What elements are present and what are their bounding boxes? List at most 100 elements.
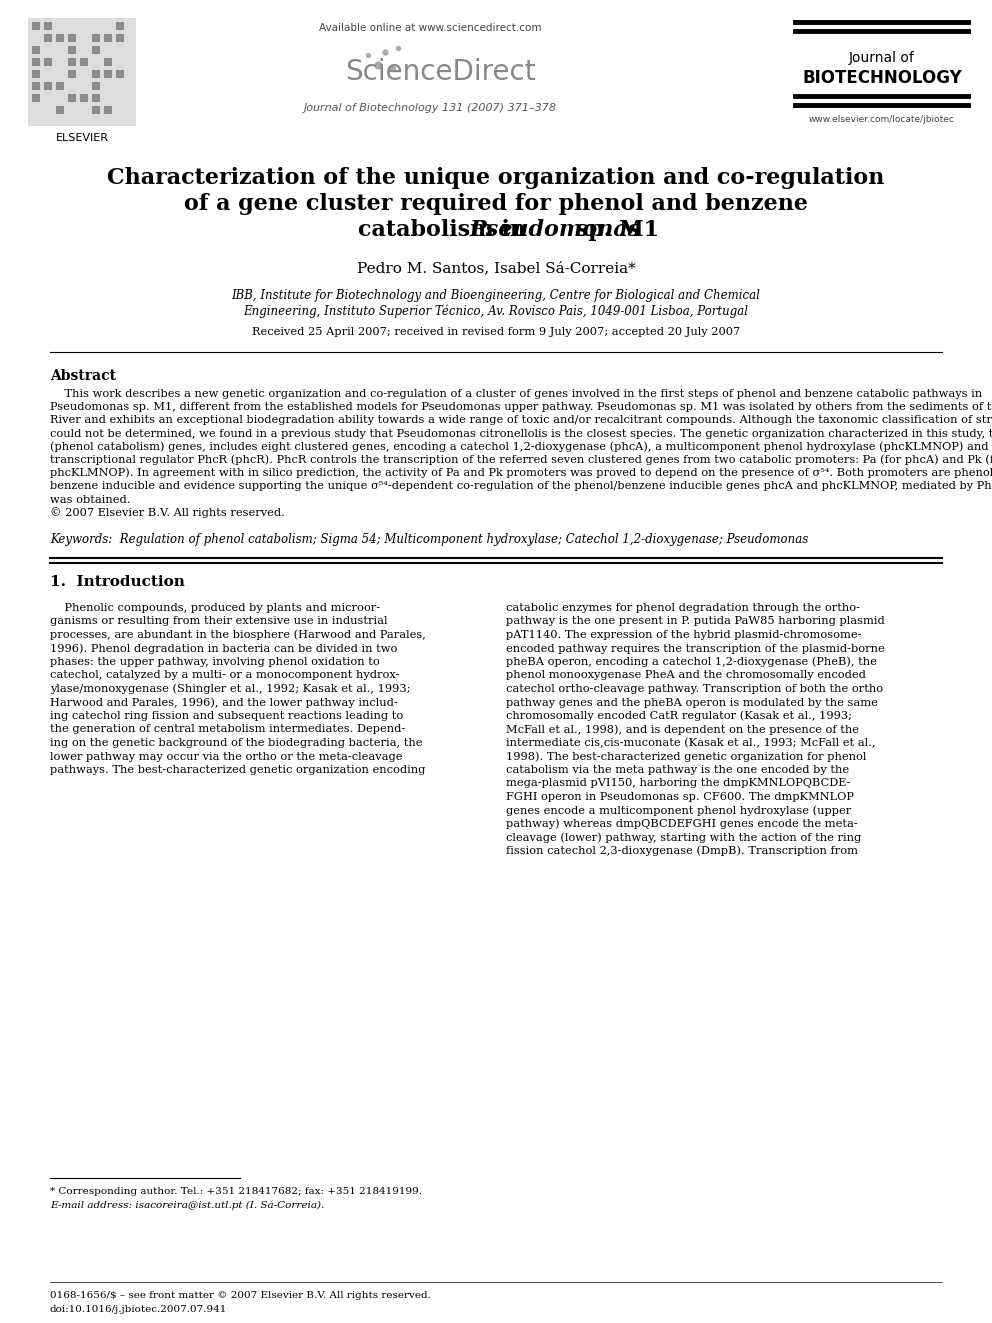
Text: lower pathway may occur via the ortho or the meta-cleavage: lower pathway may occur via the ortho or… [50, 751, 403, 762]
Text: catabolism in: catabolism in [358, 220, 534, 241]
Bar [80, 70, 88, 78]
Text: ing on the genetic background of the biodegrading bacteria, the: ing on the genetic background of the bio… [50, 738, 423, 747]
Text: ELSEVIER: ELSEVIER [56, 134, 108, 143]
Text: Pedro M. Santos, Isabel Sá-Correia*: Pedro M. Santos, Isabel Sá-Correia* [357, 261, 635, 275]
Text: phcKLMNOP). In agreement with in silico prediction, the activity of Pa and Pk pr: phcKLMNOP). In agreement with in silico … [50, 468, 992, 479]
Text: Available online at www.sciencedirect.com: Available online at www.sciencedirect.co… [318, 22, 542, 33]
Bar [32, 82, 40, 90]
Bar [44, 70, 52, 78]
Text: IBB, Institute for Biotechnology and Bioengineering, Centre for Biological and C: IBB, Institute for Biotechnology and Bio… [231, 290, 761, 303]
Text: Keywords:  Regulation of phenol catabolism; Sigma 54; Multicomponent hydroxylase: Keywords: Regulation of phenol catabolis… [50, 533, 808, 546]
Text: BIOTECHNOLOGY: BIOTECHNOLOGY [803, 69, 962, 87]
Text: Journal of Biotechnology 131 (2007) 371–378: Journal of Biotechnology 131 (2007) 371–… [304, 103, 557, 112]
Text: (phenol catabolism) genes, includes eight clustered genes, encoding a catechol 1: (phenol catabolism) genes, includes eigh… [50, 442, 992, 452]
Text: processes, are abundant in the biosphere (Harwood and Parales,: processes, are abundant in the biosphere… [50, 630, 426, 640]
Text: 1.  Introduction: 1. Introduction [50, 576, 185, 589]
Text: pathway is the one present in P. putida PaW85 harboring plasmid: pathway is the one present in P. putida … [506, 617, 885, 627]
Bar [44, 82, 52, 90]
Text: was obtained.: was obtained. [50, 495, 131, 504]
Bar [68, 94, 76, 102]
Text: intermediate cis,cis-muconate (Kasak et al., 1993; McFall et al.,: intermediate cis,cis-muconate (Kasak et … [506, 738, 876, 749]
Text: Pseudomonas: Pseudomonas [470, 220, 641, 241]
Bar [104, 34, 112, 42]
Text: pathways. The best-characterized genetic organization encoding: pathways. The best-characterized genetic… [50, 765, 426, 775]
Bar [44, 58, 52, 66]
Bar [68, 46, 76, 54]
Text: River and exhibits an exceptional biodegradation ability towards a wide range of: River and exhibits an exceptional biodeg… [50, 415, 992, 426]
Bar [80, 46, 88, 54]
Text: fission catechol 2,3-dioxygenase (DmpB). Transcription from: fission catechol 2,3-dioxygenase (DmpB).… [506, 845, 858, 856]
Text: ing catechol ring fission and subsequent reactions leading to: ing catechol ring fission and subsequent… [50, 710, 404, 721]
Bar [68, 106, 76, 114]
Bar [80, 82, 88, 90]
Bar [104, 70, 112, 78]
Text: Engineering, Instituto Superior Técnico, Av. Rovisco Pais, 1049-001 Lisboa, Port: Engineering, Instituto Superior Técnico,… [243, 304, 749, 318]
Text: of a gene cluster required for phenol and benzene: of a gene cluster required for phenol an… [184, 193, 808, 216]
Bar [80, 106, 88, 114]
Text: pheBA operon, encoding a catechol 1,2-dioxygenase (PheB), the: pheBA operon, encoding a catechol 1,2-di… [506, 656, 877, 667]
Text: pathway genes and the pheBA operon is modulated by the same: pathway genes and the pheBA operon is mo… [506, 697, 878, 708]
Text: phases: the upper pathway, involving phenol oxidation to: phases: the upper pathway, involving phe… [50, 658, 380, 667]
Bar [104, 82, 112, 90]
Text: benzene inducible and evidence supporting the unique σ⁵⁴-dependent co-regulation: benzene inducible and evidence supportin… [50, 482, 992, 491]
Text: cleavage (lower) pathway, starting with the action of the ring: cleavage (lower) pathway, starting with … [506, 832, 861, 843]
Bar [56, 106, 64, 114]
Bar [80, 22, 88, 30]
Text: phenol monooxygenase PheA and the chromosomally encoded: phenol monooxygenase PheA and the chromo… [506, 671, 866, 680]
Text: ScienceDirect: ScienceDirect [344, 58, 536, 86]
Text: mega-plasmid pVI150, harboring the dmpKMNLOPQBCDE-: mega-plasmid pVI150, harboring the dmpKM… [506, 778, 850, 789]
Text: Pseudomonas sp. M1, different from the established models for Pseudomonas upper : Pseudomonas sp. M1, different from the e… [50, 402, 992, 413]
Bar [44, 34, 52, 42]
Bar [56, 82, 64, 90]
Bar [56, 70, 64, 78]
Text: encoded pathway requires the transcription of the plasmid-borne: encoded pathway requires the transcripti… [506, 643, 885, 654]
Bar [92, 58, 100, 66]
Text: McFall et al., 1998), and is dependent on the presence of the: McFall et al., 1998), and is dependent o… [506, 724, 859, 734]
Text: catabolism via the meta pathway is the one encoded by the: catabolism via the meta pathway is the o… [506, 765, 849, 775]
Text: transcriptional regulator PhcR (phcR). PhcR controls the transcription of the re: transcriptional regulator PhcR (phcR). P… [50, 455, 992, 466]
Text: sp. M1: sp. M1 [568, 220, 659, 241]
Text: ylase/monoxygenase (Shingler et al., 1992; Kasak et al., 1993;: ylase/monoxygenase (Shingler et al., 199… [50, 684, 411, 695]
Bar [68, 58, 76, 66]
Text: doi:10.1016/j.jbiotec.2007.07.941: doi:10.1016/j.jbiotec.2007.07.941 [50, 1304, 227, 1314]
Text: chromosomally encoded CatR regulator (Kasak et al., 1993;: chromosomally encoded CatR regulator (Ka… [506, 710, 852, 721]
Bar [56, 94, 64, 102]
Text: 0168-1656/$ – see front matter © 2007 Elsevier B.V. All rights reserved.: 0168-1656/$ – see front matter © 2007 El… [50, 1291, 431, 1301]
Text: Phenolic compounds, produced by plants and microor-: Phenolic compounds, produced by plants a… [50, 603, 380, 613]
Text: pAT1140. The expression of the hybrid plasmid-chromosome-: pAT1140. The expression of the hybrid pl… [506, 630, 861, 640]
Bar [56, 58, 64, 66]
Text: Abstract: Abstract [50, 369, 116, 382]
Text: catechol ortho-cleavage pathway. Transcription of both the ortho: catechol ortho-cleavage pathway. Transcr… [506, 684, 883, 695]
Text: pathway) whereas dmpQBCDEFGHI genes encode the meta-: pathway) whereas dmpQBCDEFGHI genes enco… [506, 819, 858, 830]
Bar [32, 22, 40, 30]
Bar [116, 34, 124, 42]
Bar [92, 46, 100, 54]
Text: Harwood and Parales, 1996), and the lower pathway includ-: Harwood and Parales, 1996), and the lowe… [50, 697, 398, 708]
Text: could not be determined, we found in a previous study that Pseudomonas citronell: could not be determined, we found in a p… [50, 429, 992, 439]
Text: catechol, catalyzed by a multi- or a monocomponent hydrox-: catechol, catalyzed by a multi- or a mon… [50, 671, 400, 680]
Text: * Corresponding author. Tel.: +351 218417682; fax: +351 218419199.: * Corresponding author. Tel.: +351 21841… [50, 1188, 422, 1196]
Text: ganisms or resulting from their extensive use in industrial: ganisms or resulting from their extensiv… [50, 617, 388, 627]
Text: genes encode a multicomponent phenol hydroxylase (upper: genes encode a multicomponent phenol hyd… [506, 806, 851, 816]
Bar [92, 94, 100, 102]
Bar [28, 19, 136, 126]
Text: the generation of central metabolism intermediates. Depend-: the generation of central metabolism int… [50, 725, 406, 734]
Text: Journal of: Journal of [849, 52, 915, 65]
Text: www.elsevier.com/locate/jbiotec: www.elsevier.com/locate/jbiotec [809, 115, 955, 124]
Bar [68, 34, 76, 42]
Bar [32, 106, 40, 114]
Bar [56, 46, 64, 54]
Text: Received 25 April 2007; received in revised form 9 July 2007; accepted 20 July 2: Received 25 April 2007; received in revi… [252, 327, 740, 337]
Bar [32, 34, 40, 42]
Text: FGHI operon in Pseudomonas sp. CF600. The dmpKMNLOP: FGHI operon in Pseudomonas sp. CF600. Th… [506, 792, 854, 802]
Text: E-mail address: isacoreira@ist.utl.pt (I. Sá-Correia).: E-mail address: isacoreira@ist.utl.pt (I… [50, 1200, 324, 1209]
Text: 1996). Phenol degradation in bacteria can be divided in two: 1996). Phenol degradation in bacteria ca… [50, 643, 398, 654]
Bar [104, 46, 112, 54]
Bar [44, 106, 52, 114]
Text: © 2007 Elsevier B.V. All rights reserved.: © 2007 Elsevier B.V. All rights reserved… [50, 508, 285, 519]
Text: Characterization of the unique organization and co-regulation: Characterization of the unique organizat… [107, 167, 885, 189]
Bar [104, 94, 112, 102]
Text: 1998). The best-characterized genetic organization for phenol: 1998). The best-characterized genetic or… [506, 751, 866, 762]
Text: catabolic enzymes for phenol degradation through the ortho-: catabolic enzymes for phenol degradation… [506, 603, 860, 613]
Bar [104, 58, 112, 66]
